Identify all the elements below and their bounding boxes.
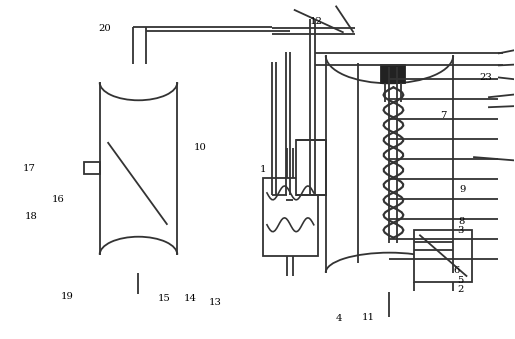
Text: 18: 18 — [24, 212, 37, 221]
Text: 15: 15 — [158, 294, 170, 303]
Text: 12: 12 — [310, 17, 322, 26]
Text: 9: 9 — [459, 185, 466, 194]
Text: 10: 10 — [194, 143, 207, 152]
Text: 19: 19 — [60, 292, 73, 301]
Bar — [84, 162, 99, 174]
Text: 13: 13 — [209, 298, 222, 307]
Text: 2: 2 — [457, 285, 464, 294]
Text: 5: 5 — [457, 276, 464, 285]
Text: 16: 16 — [52, 195, 65, 204]
Text: 20: 20 — [98, 24, 111, 33]
Text: 6: 6 — [453, 266, 459, 275]
Text: 17: 17 — [22, 164, 35, 173]
Bar — [296, 140, 325, 195]
Bar — [415, 230, 472, 281]
Bar — [263, 178, 318, 256]
Bar — [382, 65, 405, 83]
Text: 8: 8 — [458, 217, 465, 226]
Text: 23: 23 — [479, 73, 492, 82]
Text: 4: 4 — [335, 314, 342, 322]
Text: 3: 3 — [457, 226, 464, 235]
Text: 7: 7 — [440, 111, 447, 120]
Text: 14: 14 — [183, 294, 196, 303]
Text: 11: 11 — [362, 313, 375, 321]
Text: 1: 1 — [260, 165, 266, 174]
